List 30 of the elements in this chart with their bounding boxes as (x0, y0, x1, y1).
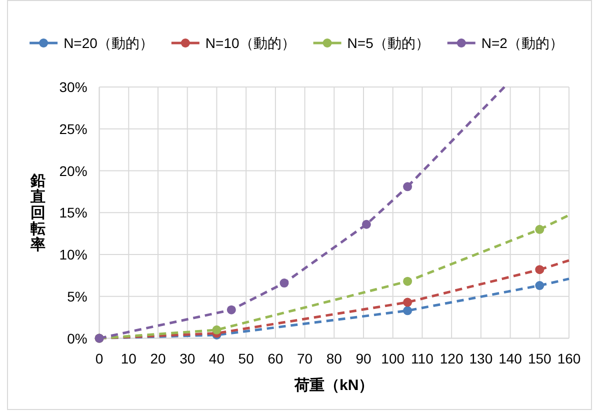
legend-label: N=10（動的） (205, 35, 296, 51)
legend-label: N=2（動的） (481, 35, 564, 51)
y-tick-label: 5% (67, 288, 88, 304)
x-axis-title: 荷重（kN） (294, 377, 374, 394)
x-tick-label: 150 (528, 350, 552, 366)
x-tick-label: 120 (440, 350, 464, 366)
x-tick-label: 30 (180, 350, 196, 366)
legend-label: N=5（動的） (347, 35, 430, 51)
legend-label: N=20（動的） (64, 35, 154, 51)
x-tick-label: 50 (238, 350, 254, 366)
x-tick-label: 160 (557, 350, 581, 366)
x-tick-label: 0 (95, 350, 104, 366)
y-tick-label: 25% (59, 120, 88, 137)
y-axis-title: 鉛直回転率 (30, 172, 46, 254)
x-tick-label: 80 (326, 350, 342, 366)
x-tick-label: 90 (356, 350, 372, 366)
x-tick-label: 110 (411, 350, 434, 366)
x-tick-label: 60 (268, 350, 284, 366)
x-tick-label: 130 (469, 350, 493, 366)
x-tick-label: 140 (498, 350, 522, 366)
x-tick-label: 70 (297, 350, 313, 366)
y-tick-label: 0% (67, 330, 88, 346)
x-tick-label: 10 (120, 350, 137, 366)
y-tick-label: 30% (59, 79, 88, 95)
x-tick-label: 20 (150, 350, 166, 366)
y-tick-label: 20% (59, 162, 88, 179)
y-tick-label: 10% (59, 246, 88, 263)
x-tick-label: 40 (208, 350, 225, 366)
y-tick-label: 15% (59, 204, 88, 221)
x-tick-label: 100 (381, 350, 405, 366)
